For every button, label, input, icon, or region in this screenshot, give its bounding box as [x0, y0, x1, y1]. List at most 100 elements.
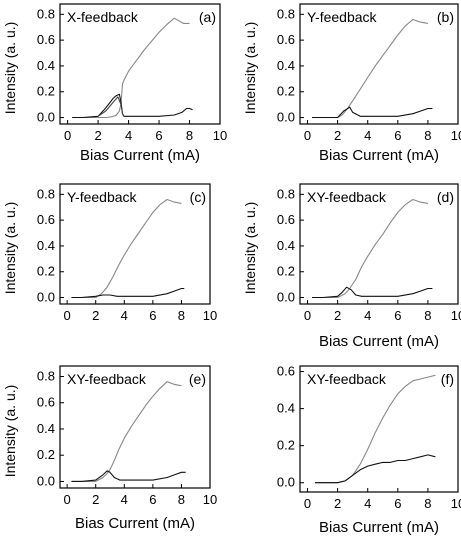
y-tick-label: 0.4	[37, 421, 55, 436]
x-axis-label: Bias Current (mA)	[319, 147, 439, 164]
y-tick-label: 0.6	[277, 32, 295, 47]
y-tick-label: 0.6	[277, 212, 295, 227]
series-line	[71, 470, 186, 482]
y-tick-label: 0.0	[277, 110, 295, 125]
y-tick-label: 0.6	[37, 32, 55, 47]
x-tick-label: 10	[203, 492, 217, 507]
x-tick-label: 0	[64, 308, 71, 323]
chart-panel: 0 2 4 6 8 10 0.0 0.2 0.4 0.6 0.8 X-feedback (a) Bias …	[2, 3, 227, 164]
y-tick-label: 0.6	[277, 364, 295, 379]
x-axis-label: Bias Current (mA)	[319, 333, 439, 350]
panel-label: (c)	[190, 189, 206, 205]
y-tick-label: 0.4	[277, 401, 295, 416]
series-line	[97, 96, 125, 117]
series-line	[72, 93, 193, 119]
plot-frame	[59, 183, 211, 305]
y-tick-label: 0.2	[37, 84, 55, 99]
x-axis-label: Bias Current (mA)	[80, 147, 200, 164]
y-tick-label: 0.6	[37, 395, 55, 410]
panel-title: Y-feedback	[67, 189, 138, 205]
x-tick-label: 8	[186, 128, 193, 143]
plot-frame	[299, 365, 459, 493]
panel-title: X-feedback	[67, 9, 139, 25]
series-line	[71, 381, 182, 482]
plot-frame	[299, 183, 459, 305]
x-tick-label: 10	[203, 308, 217, 323]
series-line	[312, 286, 433, 299]
panel-title: XY-feedback	[307, 189, 387, 205]
y-axis-label: Intensity (a. u.)	[2, 22, 18, 115]
y-axis-label: Intensity (a. u.)	[2, 202, 18, 295]
x-tick-label: 8	[178, 308, 185, 323]
x-tick-label: 6	[149, 308, 156, 323]
chart-panel: 0 2 4 6 8 10 0.0 0.2 0.4 0.6 0.8 XY-feedback (e) Bias…	[2, 365, 217, 532]
panel-label: (f)	[441, 371, 454, 387]
y-tick-label: 0.6	[37, 212, 55, 227]
y-tick-label: 0.0	[37, 110, 55, 125]
x-tick-label: 6	[155, 128, 162, 143]
y-tick-label: 0.8	[277, 6, 295, 21]
x-tick-label: 6	[394, 308, 401, 323]
plot-frame	[59, 3, 221, 125]
x-tick-label: 4	[364, 496, 371, 511]
y-tick-label: 0.4	[37, 58, 55, 73]
x-tick-label: 0	[304, 308, 311, 323]
x-tick-label: 4	[125, 128, 132, 143]
x-tick-label: 8	[424, 308, 431, 323]
y-tick-label: 0.8	[277, 186, 295, 201]
x-tick-label: 4	[121, 492, 128, 507]
panel-title: XY-feedback	[307, 371, 387, 387]
y-tick-label: 0.2	[277, 438, 295, 453]
chart-panel: 0 2 4 6 8 10 0.0 0.2 0.4 0.6 0.8 Y-feedback (c) Inten…	[2, 183, 217, 323]
y-tick-label: 0.8	[37, 6, 55, 21]
x-tick-label: 6	[149, 492, 156, 507]
y-tick-label: 0.4	[277, 238, 295, 253]
x-tick-label: 8	[424, 496, 431, 511]
x-tick-label: 2	[334, 496, 341, 511]
y-tick-label: 0.2	[277, 264, 295, 279]
x-tick-label: 6	[394, 128, 401, 143]
y-tick-label: 0.4	[37, 238, 55, 253]
y-tick-label: 0.8	[37, 186, 55, 201]
y-tick-label: 0.8	[37, 368, 55, 383]
x-tick-label: 8	[424, 128, 431, 143]
x-axis-label: Bias Current (mA)	[75, 515, 195, 532]
x-tick-label: 2	[94, 128, 101, 143]
panel-title: Y-feedback	[307, 9, 378, 25]
x-tick-label: 10	[213, 128, 227, 143]
y-axis-label: Intensity (a. u.)	[242, 202, 258, 295]
chart-panel: 0 2 4 6 8 10 0.0 0.2 0.4 0.6 0.8 XY-feedback (d) Bias…	[242, 183, 461, 350]
x-tick-label: 10	[451, 128, 461, 143]
y-tick-label: 0.0	[277, 290, 295, 305]
chart-panel: 0 2 4 6 8 10 0.0 0.2 0.4 0.6 0.8 Y-feedback (b) Bias …	[242, 3, 461, 164]
series-line	[312, 18, 428, 119]
y-axis-label: Intensity (a. u.)	[242, 22, 258, 115]
y-axis-label: Intensity (a. u.)	[2, 385, 18, 478]
series-line	[312, 198, 428, 299]
series-line	[71, 287, 185, 299]
panel-label: (b)	[437, 9, 454, 25]
panel-title: XY-feedback	[67, 371, 147, 387]
panel-label: (e)	[189, 371, 206, 387]
x-tick-label: 2	[334, 308, 341, 323]
plot-frame	[299, 3, 459, 125]
chart-panel: 0 2 4 6 8 10 0.0 0.2 0.4 0.6 XY-feedback (f) Bias Cu…	[277, 364, 461, 536]
x-tick-label: 4	[364, 128, 371, 143]
series-line	[72, 17, 190, 119]
x-tick-label: 0	[304, 496, 311, 511]
series-line	[71, 198, 182, 299]
y-tick-label: 0.2	[277, 84, 295, 99]
x-tick-label: 8	[178, 492, 185, 507]
x-tick-label: 10	[451, 496, 461, 511]
x-tick-label: 2	[92, 492, 99, 507]
x-axis-label: Bias Current (mA)	[319, 519, 439, 536]
y-tick-label: 0.0	[37, 290, 55, 305]
panel-label: (a)	[199, 9, 216, 25]
x-tick-label: 6	[394, 496, 401, 511]
x-tick-label: 0	[304, 128, 311, 143]
series-line	[315, 454, 436, 484]
panel-label: (d)	[437, 189, 454, 205]
x-tick-label: 4	[121, 308, 128, 323]
x-tick-label: 10	[451, 308, 461, 323]
